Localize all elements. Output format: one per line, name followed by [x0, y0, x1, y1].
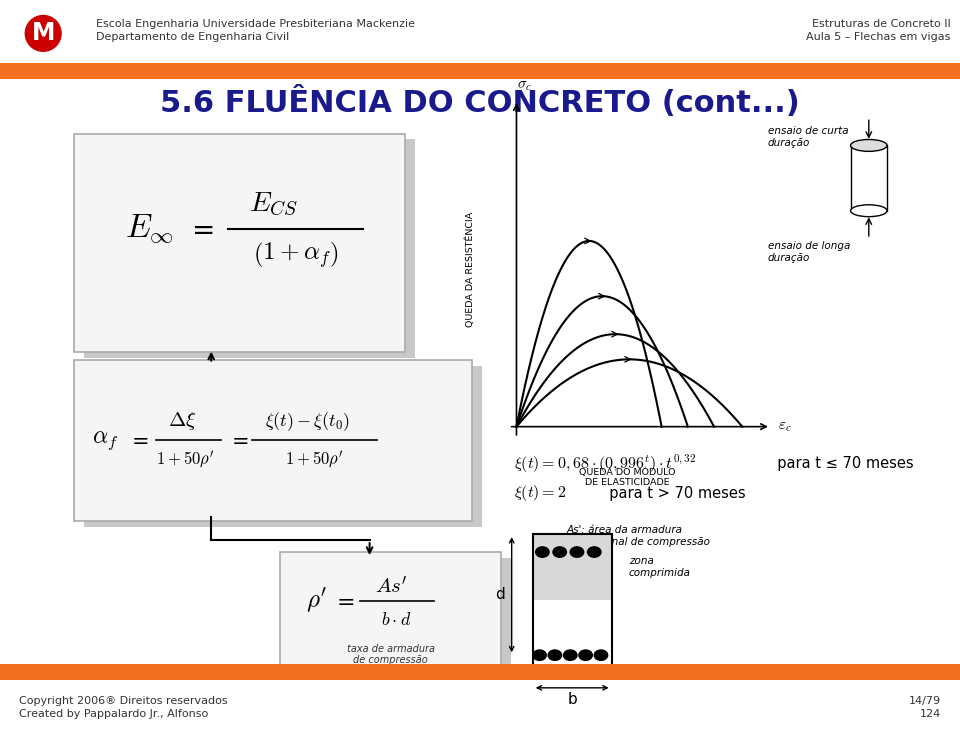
Text: ensaio de longa
duração: ensaio de longa duração — [768, 241, 851, 263]
Text: $=$: $=$ — [127, 430, 148, 450]
Text: Aula 5 – Flechas em vigas: Aula 5 – Flechas em vigas — [806, 32, 950, 42]
Circle shape — [579, 650, 592, 660]
Bar — [0, 63, 960, 79]
Text: d: d — [495, 587, 505, 603]
Text: b: b — [567, 692, 577, 707]
Text: zona
comprimida: zona comprimida — [629, 556, 691, 578]
Text: $\left(1+\alpha_{f}\right)$: $\left(1+\alpha_{f}\right)$ — [252, 240, 339, 270]
Text: $\sigma_c$: $\sigma_c$ — [516, 78, 532, 93]
Text: Created by Pappalardo Jr., Alfonso: Created by Pappalardo Jr., Alfonso — [19, 709, 208, 719]
Text: M: M — [32, 22, 55, 45]
Text: $1+50\rho'$: $1+50\rho'$ — [156, 450, 215, 470]
FancyBboxPatch shape — [74, 360, 472, 521]
Text: Escola Engenharia Universidade Presbiteriana Mackenzie: Escola Engenharia Universidade Presbiter… — [96, 19, 415, 30]
Text: $=$: $=$ — [332, 591, 355, 611]
Circle shape — [536, 547, 549, 557]
Circle shape — [533, 650, 546, 660]
FancyBboxPatch shape — [74, 134, 405, 352]
Bar — [533, 534, 612, 600]
Text: 14/79: 14/79 — [909, 696, 941, 706]
Text: ensaio de curta
duração: ensaio de curta duração — [768, 126, 849, 148]
Ellipse shape — [851, 139, 887, 151]
Text: $\xi(t)=2$: $\xi(t)=2$ — [514, 484, 565, 503]
Bar — [851, 145, 887, 211]
Circle shape — [570, 547, 584, 557]
Text: $1+50\rho'$: $1+50\rho'$ — [285, 450, 345, 470]
Circle shape — [564, 650, 577, 660]
Circle shape — [588, 547, 601, 557]
Text: $b \cdot d$: $b \cdot d$ — [381, 611, 412, 628]
Text: para t ≤ 70 meses: para t ≤ 70 meses — [768, 456, 914, 471]
Text: As': área da armadura
longitudinal de compressão: As': área da armadura longitudinal de co… — [566, 525, 710, 547]
Circle shape — [553, 547, 566, 557]
Text: Departamento de Engenharia Civil: Departamento de Engenharia Civil — [96, 32, 289, 42]
Text: $=$: $=$ — [186, 214, 213, 243]
Text: $=$: $=$ — [228, 430, 249, 450]
Text: $\varepsilon_c$: $\varepsilon_c$ — [778, 419, 791, 434]
Text: Copyright 2006® Direitos reservados: Copyright 2006® Direitos reservados — [19, 696, 228, 706]
Text: $As'$: $As'$ — [375, 575, 408, 597]
Text: $\Delta\xi$: $\Delta\xi$ — [168, 410, 197, 433]
Text: $\xi(t)-\xi(t_{0})$: $\xi(t)-\xi(t_{0})$ — [265, 410, 349, 433]
Circle shape — [594, 650, 608, 660]
Circle shape — [548, 650, 562, 660]
Text: 124: 124 — [920, 709, 941, 719]
Text: $E_{\infty}$: $E_{\infty}$ — [125, 211, 173, 246]
Text: Estruturas de Concreto II: Estruturas de Concreto II — [811, 19, 950, 30]
Text: para t > 70 meses: para t > 70 meses — [600, 486, 746, 501]
Ellipse shape — [851, 205, 887, 217]
FancyBboxPatch shape — [280, 552, 501, 674]
Text: taxa de armadura
de compressão: taxa de armadura de compressão — [347, 643, 435, 666]
FancyBboxPatch shape — [84, 139, 415, 358]
Bar — [533, 534, 612, 672]
FancyBboxPatch shape — [84, 366, 482, 527]
Text: QUEDA DO MÓDULO
DE ELASTICIDADE: QUEDA DO MÓDULO DE ELASTICIDADE — [579, 467, 675, 487]
Text: $\rho'$: $\rho'$ — [306, 587, 327, 615]
Text: $\alpha_{f}$: $\alpha_{f}$ — [92, 428, 119, 452]
FancyBboxPatch shape — [290, 558, 511, 680]
Text: $E_{CS}$: $E_{CS}$ — [249, 190, 299, 218]
Text: 5.6 FLUÊNCIA DO CONCRETO (cont...): 5.6 FLUÊNCIA DO CONCRETO (cont...) — [160, 86, 800, 119]
Text: $\xi(t)=0,68\cdot(0,996^{t})\cdot t^{0,32}$: $\xi(t)=0,68\cdot(0,996^{t})\cdot t^{0,3… — [514, 453, 696, 475]
Bar — [0, 664, 960, 680]
Text: QUEDA DA RESISTÊNCIA: QUEDA DA RESISTÊNCIA — [466, 211, 475, 326]
